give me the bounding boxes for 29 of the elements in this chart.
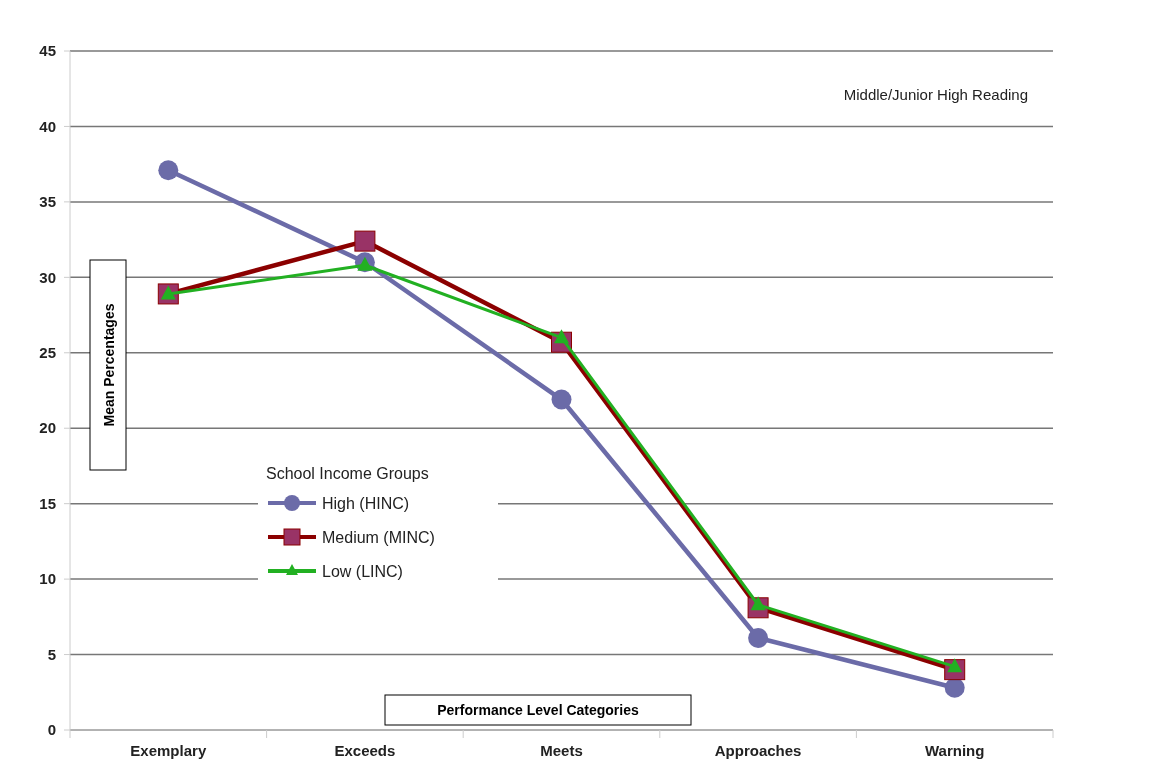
annotation: Middle/Junior High Reading xyxy=(843,86,1028,103)
legend-label: High (HINC) xyxy=(322,494,410,512)
y-tick-label: 10 xyxy=(39,570,56,588)
y-tick-label: 5 xyxy=(47,645,56,663)
y-axis-title: Mean Percentages xyxy=(101,303,117,427)
y-tick-label: 45 xyxy=(39,42,56,60)
x-tick-label: Exceeds xyxy=(334,742,396,759)
point xyxy=(354,230,376,252)
x-tick-label: Warning xyxy=(924,742,985,759)
label-frame: Mean Percentages xyxy=(89,259,127,471)
y-tick-label: 40 xyxy=(39,117,56,135)
label-frame: Performance Level Categories xyxy=(384,694,692,726)
x-tick-label: Meets xyxy=(540,742,583,759)
point xyxy=(748,627,769,648)
y-tick-label: 35 xyxy=(39,193,56,211)
x-axis-title: Performance Level Categories xyxy=(437,702,639,718)
y-tick-label: 30 xyxy=(39,268,56,286)
point xyxy=(158,160,179,181)
point xyxy=(551,389,572,410)
legend-title: School Income Groups xyxy=(266,465,429,482)
x-tick-label: Exemplary xyxy=(130,742,207,759)
y-tick-label: 15 xyxy=(39,494,56,512)
y-tick-label: 20 xyxy=(39,419,56,437)
point xyxy=(944,677,965,698)
x-tick-label: Approaches xyxy=(714,742,802,759)
y-tick-label: 0 xyxy=(47,721,56,739)
legend-label: Low (LINC) xyxy=(322,562,403,580)
y-tick-label: 25 xyxy=(39,344,56,362)
legend-label: Medium (MINC) xyxy=(322,528,435,546)
